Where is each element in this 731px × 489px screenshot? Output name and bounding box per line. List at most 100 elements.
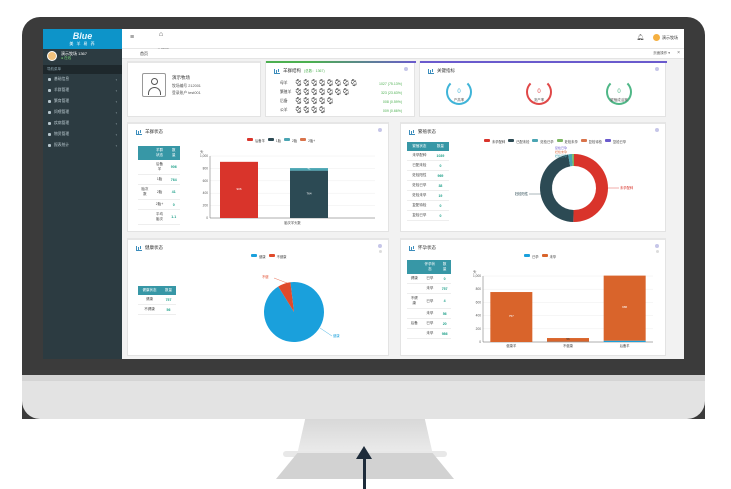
donut-slice-未孕配种[interactable]: [573, 154, 609, 222]
table-row: 不健康 56: [138, 304, 176, 315]
sidebar-item-0[interactable]: 基础信息 ‹: [43, 74, 122, 85]
sidebar-item-5[interactable]: 物资管理 ‹: [43, 129, 122, 140]
bar-未孕-不健康[interactable]: [547, 338, 589, 342]
legend-label[interactable]: 2胎: [292, 139, 298, 143]
legend-label[interactable]: 妊检未孕: [564, 140, 578, 144]
gauge-ring: 0: [446, 79, 472, 105]
legend-label[interactable]: 1胎: [275, 139, 282, 143]
table-row: 胎次数 2胎 41: [138, 184, 180, 200]
table-row: 未孕配种 1039: [407, 151, 449, 161]
bar-2胎[interactable]: [290, 168, 328, 171]
chart-icon: [409, 245, 415, 251]
feed-icon: [48, 111, 51, 114]
bell-icon[interactable]: 🔔︎: [636, 35, 644, 41]
arrow-stem: [363, 458, 366, 489]
logo[interactable]: Blue 美 羊 易 养: [43, 29, 122, 49]
herd-title-text: 羊群结构: [283, 68, 301, 73]
bar-未孕-健康羊[interactable]: [490, 292, 533, 342]
legend-label[interactable]: 已配未检: [516, 140, 530, 144]
legend-label[interactable]: 复检待检: [588, 140, 602, 144]
table-cell-value: 764: [167, 174, 180, 185]
sidebar-item-1[interactable]: 羊群管理 ‹: [43, 85, 122, 96]
sidebar-item-2[interactable]: 繁育管理 ‹: [43, 96, 122, 107]
donut-slice-妊检未孕[interactable]: [572, 154, 574, 167]
x-tick-label: 后备羊: [620, 343, 631, 348]
sidebar-item-label: 疾病管理: [54, 121, 70, 125]
bar-value-label: 906: [236, 187, 241, 191]
herd-label: 母羊: [280, 81, 288, 85]
table-header: [138, 146, 152, 160]
legend-label[interactable]: 健康: [259, 255, 266, 259]
bar-1胎[interactable]: [290, 170, 328, 218]
parity-title: 羊群状态: [136, 129, 163, 135]
indicator-gauge: 0 流产率: [524, 79, 554, 105]
table-row: 后备羊 906: [138, 160, 180, 175]
health-title: 健康状态: [136, 245, 163, 251]
table-cell-group: [138, 199, 152, 210]
bar-value-label: 757: [509, 314, 514, 318]
tab-home[interactable]: 首页: [140, 51, 148, 56]
table-header: 羊群状态: [151, 146, 168, 160]
herd-title: 羊群结构 (总数：1367): [274, 68, 325, 74]
pregnancy-table: 怀孕状态 数量 健康 已孕 0 未孕 757 不健康 已孕 4 未孕 56 后备 已孕 20 未孕 986: [407, 260, 451, 339]
close-icon[interactable]: ×: [677, 50, 680, 56]
sidebar-item-6[interactable]: 报表统计 ‹: [43, 140, 122, 151]
x-tick-label: 健康羊: [506, 343, 517, 348]
bar-未孕-后备羊[interactable]: [603, 275, 646, 341]
gauge-ring: 0: [606, 79, 632, 105]
chart-icon: [409, 129, 415, 135]
donut-slice-妊检已孕[interactable]: [568, 154, 573, 167]
breeding-title-text: 繁殖状态: [418, 129, 436, 134]
table-cell-name: 平均胎次: [151, 209, 168, 225]
legend-swatch: [556, 139, 563, 142]
legend-swatch: [524, 254, 530, 257]
table-header: [407, 260, 422, 274]
callout-label: 妊检已孕: [555, 153, 567, 158]
page-actions-dropdown[interactable]: 页面操作 ▾: [653, 51, 670, 55]
table-cell-name: 2胎+: [151, 199, 168, 210]
table-cell-name: 已配未检: [407, 160, 432, 171]
legend-label[interactable]: 未孕配种: [492, 140, 506, 144]
table-row: 1胎 764: [138, 174, 180, 185]
table-cell-value: 969: [431, 170, 449, 181]
donut-slice-妊检阳性[interactable]: [540, 154, 574, 222]
legend-label[interactable]: 已孕: [532, 255, 539, 259]
bar-已孕-后备羊[interactable]: [603, 340, 646, 342]
user-menu[interactable]: 演示牧场: [653, 34, 678, 41]
legend-label[interactable]: 未孕: [549, 255, 557, 259]
herd-structure-panel: 羊群结构 (总数：1367) 母羊 🐐︎🐐︎🐐︎🐐︎🐐︎🐐︎🐐︎🐐︎ 1027 (7…: [265, 61, 416, 117]
farm-name: 演示牧场: [172, 75, 190, 80]
gauge-ring: 0: [526, 79, 552, 105]
pie-slice-不健康[interactable]: [278, 282, 294, 312]
pregnancy-title-text: 怀孕状态: [418, 245, 436, 250]
chart-icon: [428, 68, 434, 74]
legend-label[interactable]: 2胎+: [308, 139, 316, 143]
table-cell-value: 986: [438, 328, 451, 339]
bar-后备羊[interactable]: [220, 161, 258, 218]
callout-line: [273, 277, 288, 284]
sidebar-item-label: 报表统计: [54, 143, 70, 147]
y-tick-label: 200: [203, 204, 209, 208]
table-row: 已配未检 0: [407, 160, 449, 171]
info-icon: [48, 78, 51, 81]
herd-value: 009 (0.66%): [382, 108, 402, 113]
table-cell-group: [407, 308, 422, 319]
table-header: 数量: [438, 260, 451, 274]
parity-title-text: 羊群状态: [145, 129, 163, 134]
legend-swatch: [300, 138, 307, 141]
sidebar-item-3[interactable]: 饲喂管理 ‹: [43, 107, 122, 118]
table-cell-group: 胎次数: [138, 184, 152, 200]
table-cell-value: 4: [438, 293, 451, 309]
legend-label[interactable]: 妊检已孕: [540, 140, 554, 144]
sidebar-item-4[interactable]: 疾病管理 ‹: [43, 118, 122, 129]
legend-label[interactable]: 后备羊: [255, 139, 265, 143]
legend-swatch: [267, 138, 274, 141]
legend-swatch: [604, 139, 611, 142]
table-cell-name: 复配待检: [407, 200, 432, 211]
legend-label[interactable]: 不健康: [276, 255, 287, 259]
menu-icon[interactable]: ≡: [130, 34, 135, 41]
herd-row: 后备 🐐︎🐐︎🐐︎🐐︎🐐︎ 008 (0.59%): [280, 98, 402, 105]
legend-label[interactable]: 复检已孕: [612, 140, 627, 144]
table-cell-name: 已孕: [421, 318, 439, 329]
table-cell-name: 妊检阳性: [407, 170, 432, 181]
